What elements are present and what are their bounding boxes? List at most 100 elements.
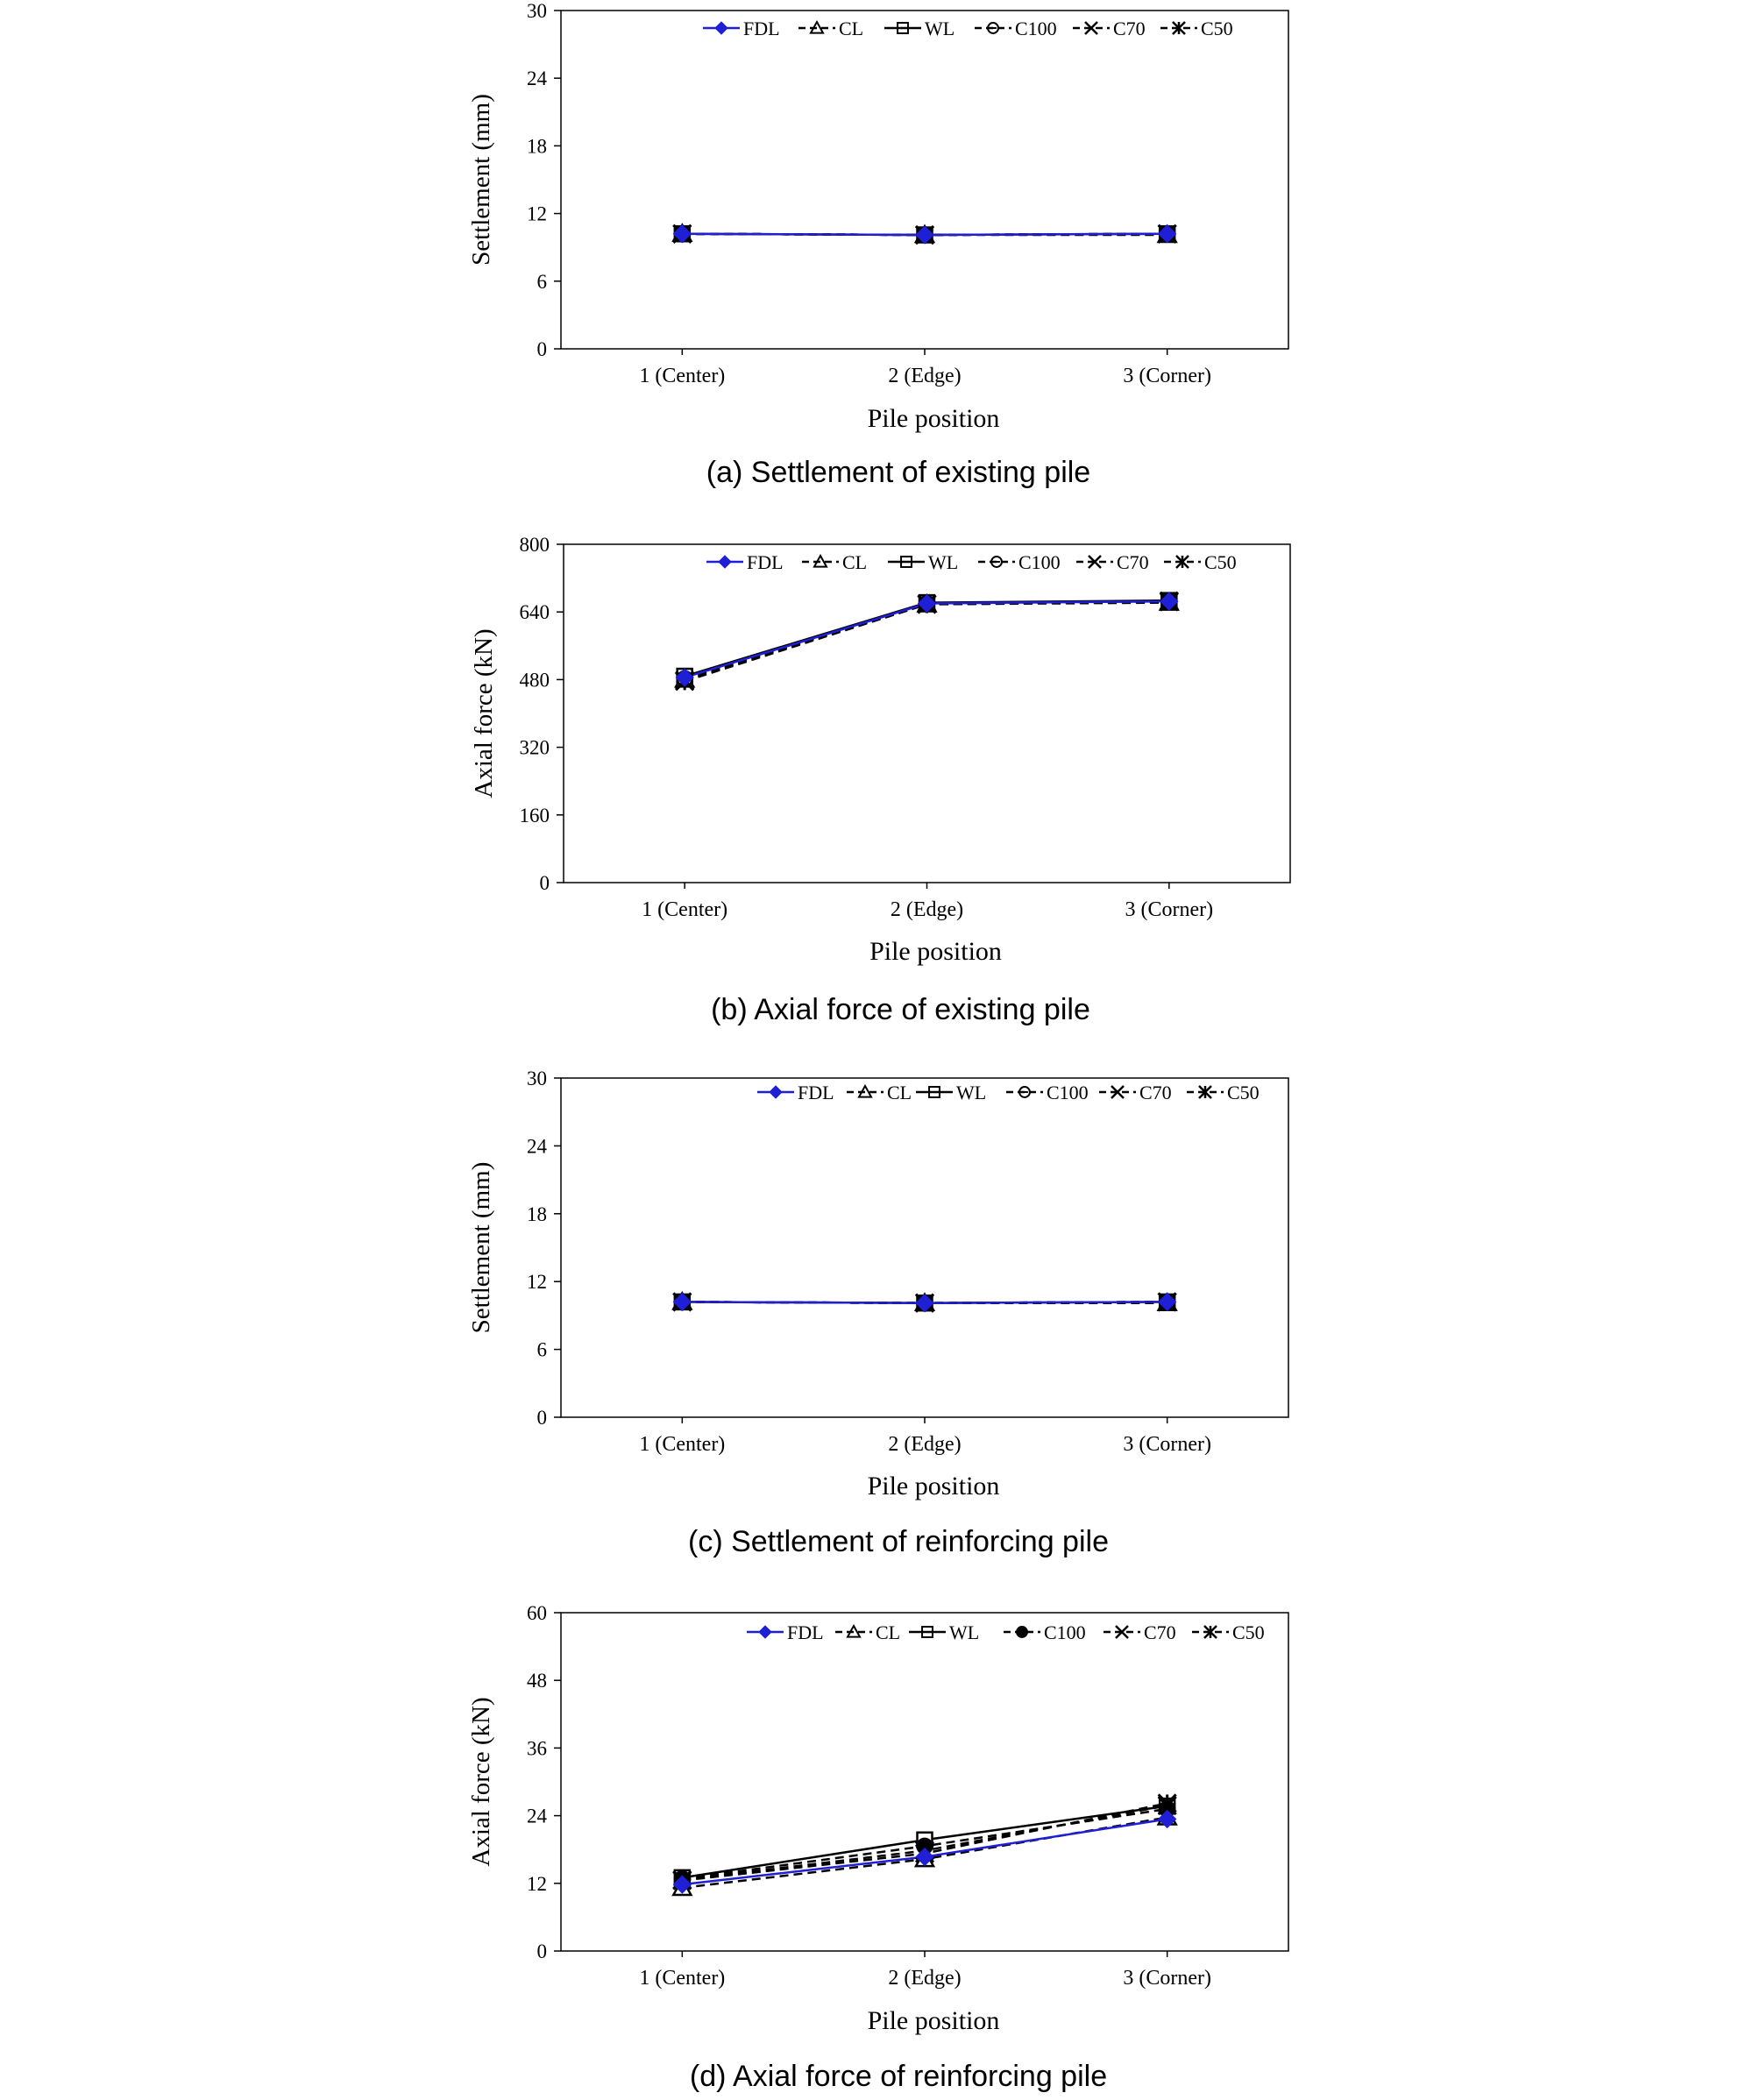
chart-a-y-axis-title: Settlement (mm) [467,94,495,266]
chart-d-caption: (d) Axial force of reinforcing pile [690,2060,1107,2093]
chart-a-y-tick-label-5: 30 [527,0,547,22]
chart-a: 0 6 12 18 24 30 1 (Center) 2 (Edge) 3 (Corner) Pi… [467,0,1289,489]
chart-d-legend-label-fdl: FDL [787,1621,824,1643]
chart-d-legend-marker-c50 [1203,1625,1217,1639]
chart-d-legend-marker-c70 [1115,1625,1129,1639]
chart-c-y-axis-title: Settlement (mm) [467,1162,495,1334]
chart-c-marker-fdl-1 [915,1294,934,1313]
chart-c-y-tick-label-5: 30 [527,1068,547,1089]
chart-d-legend-label-c50: C50 [1232,1621,1265,1643]
chart-b-legend-label-wl: WL [928,551,958,573]
chart-c-legend: FDL CL WL C100 C70 C50 [757,1082,1260,1103]
chart-d-marker-c50-2 [1157,1793,1177,1813]
chart-a-legend-marker-c50 [1172,21,1186,35]
chart-b-marker-fdl-0 [675,668,694,687]
chart-c-x-tick-label-0: 1 (Center) [639,1433,725,1456]
chart-a-caption: (a) Settlement of existing pile [706,456,1090,489]
chart-a-legend-label-c100: C100 [1015,18,1057,39]
chart-c-caption: (c) Settlement of reinforcing pile [688,1525,1109,1558]
chart-a-x-tick-label-0: 1 (Center) [639,365,725,387]
chart-c-legend-marker-fdl [769,1085,783,1099]
chart-d-marker-fdl-0 [672,1875,692,1894]
chart-b-legend-label-cl: CL [842,551,867,573]
chart-d-legend-marker-c100 [1016,1626,1028,1638]
chart-c-legend-marker-c100 [1018,1086,1031,1098]
chart-d-y-axis-title: Axial force (kN) [467,1697,495,1866]
chart-b-legend-marker-c50 [1175,555,1189,569]
chart-a-x-tick-label-1: 2 (Edge) [888,365,961,387]
chart-c-legend-marker-c50 [1198,1085,1212,1099]
chart-c-y-tick-label-3: 18 [527,1203,547,1225]
chart-d-legend-marker-wl [921,1626,933,1638]
chart-c-legend-marker-c70 [1111,1085,1125,1099]
chart-a-marker-fdl-1 [915,225,934,245]
chart-a-legend-label-wl: WL [925,18,955,39]
chart-d-legend-label-wl: WL [949,1621,979,1643]
chart-a-y-tick-label-0: 0 [537,338,548,360]
chart-a-plot-area [560,10,1289,350]
chart-b-y-tick-label-2: 320 [520,737,550,759]
chart-b-legend: FDL CL WL C100 C70 C50 [706,551,1237,573]
chart-b-y-tick-label-5: 800 [520,534,550,556]
chart-b-legend-label-c50: C50 [1204,551,1237,573]
chart-b-y-axis-title: Axial force (kN) [470,628,498,798]
chart-b-marker-fdl-2 [1160,592,1179,611]
chart-c-x-tick-label-1: 2 (Edge) [888,1433,961,1456]
chart-a-legend-label-cl: CL [839,18,863,39]
chart-a-x-axis-title: Pile position [868,404,1000,433]
chart-a-y-tick-label-1: 6 [537,271,548,293]
chart-b-y-tick-label-1: 160 [520,805,550,827]
chart-d-x-tick-label-1: 2 (Edge) [888,1967,961,1990]
chart-b-legend-marker-c70 [1088,555,1102,569]
chart-c: 0 6 12 18 24 30 1 (Center) 2 (Edge) 3 (Corner) Pi… [467,1068,1289,1558]
chart-a-legend-marker-c70 [1084,21,1098,35]
chart-a-legend-label-fdl: FDL [743,18,780,39]
chart-b-caption: (b) Axial force of existing pile [711,993,1090,1026]
chart-b-y-tick-label-0: 0 [540,872,550,894]
chart-a-legend: FDL CL WL C100 C70 C50 [703,18,1233,39]
chart-b-legend-marker-fdl [718,555,732,569]
chart-c-legend-label-c50: C50 [1227,1082,1260,1103]
chart-b-legend-marker-wl [900,556,912,568]
chart-a-legend-marker-c100 [987,22,999,34]
chart-c-y-tick-label-0: 0 [537,1407,548,1429]
chart-b-marker-fdl-1 [917,593,937,614]
chart-a-legend-label-c50: C50 [1201,18,1233,39]
chart-c-marker-fdl-0 [672,1292,692,1312]
chart-d-legend-label-c100: C100 [1044,1621,1086,1643]
chart-a-legend-marker-fdl [714,21,728,35]
chart-c-x-tick-label-2: 3 (Corner) [1123,1433,1211,1456]
chart-d-legend-marker-fdl [758,1625,772,1639]
chart-d-y-tick-label-5: 60 [527,1602,547,1624]
chart-c-y-tick-label-1: 6 [537,1339,548,1361]
chart-d-plot-area [560,1612,1289,1952]
chart-b-legend-label-c70: C70 [1117,551,1149,573]
chart-c-legend-label-c100: C100 [1047,1082,1089,1103]
chart-d-legend-label-c70: C70 [1144,1621,1176,1643]
chart-d-legend: FDL CL WL C100 C70 C50 [747,1621,1265,1643]
chart-c-y-tick-label-2: 12 [527,1271,547,1293]
chart-d-y-tick-label-2: 24 [527,1806,548,1827]
chart-d: 0 12 24 36 48 60 1 (Center) 2 (Edge) 3 (Corner) P… [467,1602,1289,2093]
chart-c-legend-label-c70: C70 [1139,1082,1172,1103]
chart-c-x-axis-title: Pile position [868,1472,1000,1501]
chart-d-x-tick-label-2: 3 (Corner) [1123,1967,1211,1990]
chart-c-marker-fdl-2 [1157,1292,1177,1312]
chart-b-legend-label-c100: C100 [1018,551,1061,573]
chart-a-legend-marker-cl [809,19,825,34]
chart-b-x-tick-label-1: 2 (Edge) [891,898,963,921]
chart-d-legend-marker-cl [846,1623,862,1638]
chart-b-x-tick-label-2: 3 (Corner) [1125,898,1214,921]
chart-d-marker-fdl-2 [1157,1809,1177,1829]
chart-a-legend-label-c70: C70 [1113,18,1146,39]
chart-d-legend-label-cl: CL [876,1621,900,1643]
chart-d-y-tick-label-3: 36 [527,1737,547,1759]
chart-b-x-tick-label-0: 1 (Center) [642,898,727,921]
chart-a-marker-fdl-0 [672,224,692,244]
chart-d-y-tick-label-4: 48 [527,1670,547,1692]
chart-a-y-tick-label-3: 18 [527,135,547,157]
chart-c-legend-label-fdl: FDL [798,1082,834,1103]
chart-b-x-axis-title: Pile position [869,937,1002,966]
chart-c-legend-label-wl: WL [956,1082,986,1103]
